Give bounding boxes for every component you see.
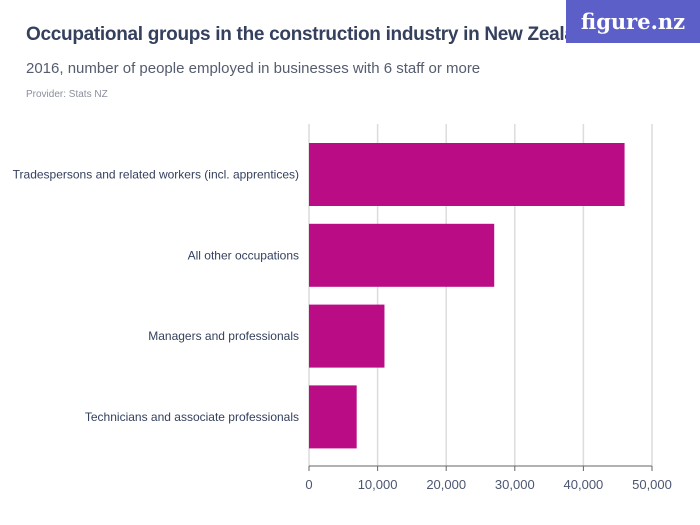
logo-text: figure.nz (580, 9, 686, 34)
chart-title: Occupational groups in the construction … (26, 24, 598, 45)
bar (309, 385, 357, 449)
x-tick-label: 30,000 (495, 477, 535, 492)
category-label: All other occupations (188, 248, 299, 262)
chart-subtitle: 2016, number of people employed in busin… (26, 60, 481, 77)
figure-nz-logo[interactable]: figure.nz (566, 0, 700, 43)
x-tick-label: 50,000 (632, 477, 672, 492)
x-tick-label: 10,000 (358, 477, 398, 492)
category-label: Managers and professionals (148, 329, 299, 343)
provider-label: Provider: Stats NZ (26, 89, 108, 100)
x-tick-label: 20,000 (426, 477, 466, 492)
x-tick-label: 40,000 (564, 477, 604, 492)
bar (309, 143, 625, 206)
category-label: Technicians and associate professionals (85, 410, 299, 424)
bar (309, 223, 495, 287)
bar (309, 304, 385, 368)
x-tick-label: 0 (305, 477, 312, 492)
category-label: Tradespersons and related workers (incl.… (13, 168, 299, 182)
